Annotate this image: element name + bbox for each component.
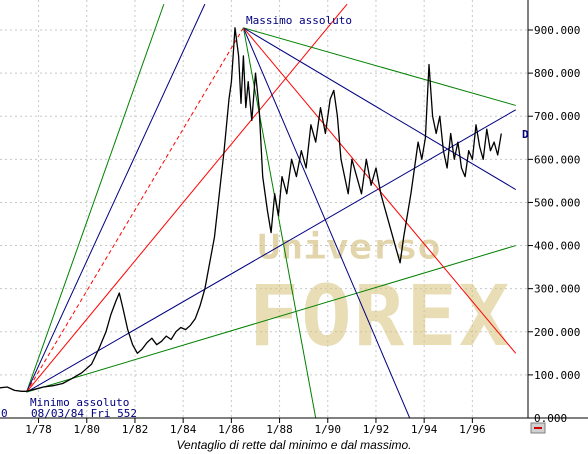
x-tick-label: 1/86	[218, 423, 245, 436]
price-series	[0, 27, 502, 392]
x-tick-label: 1/84	[170, 423, 197, 436]
minus-icon	[534, 427, 542, 429]
status-text: 08/03/84 Fri 552	[31, 407, 137, 420]
y-tick-label: 600.000	[534, 153, 580, 166]
price-chart: Universo FOREX 0.000 100.000 200.000 300.00…	[0, 0, 588, 436]
fan-line-from-max	[243, 27, 516, 190]
svg-text:FOREX: FOREX	[249, 267, 512, 365]
status-left: 0	[1, 407, 8, 420]
fan-line-from-max	[243, 27, 516, 106]
fan-line-from-max	[242, 27, 317, 418]
y-tick-label: 900.000	[534, 24, 580, 37]
fan-line-from-min	[26, 245, 516, 393]
fan-line-from-min	[26, 109, 516, 393]
fan-line-from-min	[26, 27, 244, 393]
x-tick-label: 1/80	[74, 423, 101, 436]
y-tick-label: 300.000	[534, 283, 580, 296]
y-tick-label: 0.000	[534, 412, 567, 425]
x-tick-label: 1/94	[411, 423, 438, 436]
fan-lines	[26, 3, 517, 418]
x-tick-label: 1/92	[363, 423, 390, 436]
y-axis-ticks: 0.000 100.000 200.000 300.000 400.000 500.000…	[528, 24, 580, 425]
right-edge-label: D	[522, 128, 529, 141]
fan-line-from-min	[26, 3, 165, 393]
fan-line-from-min	[26, 3, 206, 393]
chart-caption: Ventaglio di rette dal minimo e dal mass…	[176, 438, 412, 452]
watermark-logo: Universo FOREX	[249, 226, 512, 365]
x-tick-label: 1/78	[25, 423, 52, 436]
fan-line-from-min	[26, 3, 348, 393]
x-tick-label: 1/82	[122, 423, 149, 436]
y-tick-label: 200.000	[534, 326, 580, 339]
y-tick-label: 700.000	[534, 110, 580, 123]
min-label: Minimo assoluto	[30, 396, 129, 409]
fan-line-from-max	[242, 27, 411, 418]
y-tick-label: 100.000	[534, 369, 580, 382]
y-tick-label: 400.000	[534, 240, 580, 253]
x-tick-label: 1/88	[266, 423, 293, 436]
y-tick-label: 800.000	[534, 67, 580, 80]
chart-area: Universo FOREX 0.000 100.000 200.000 300.00…	[0, 0, 588, 436]
price-line	[0, 27, 502, 392]
x-tick-label: 1/96	[459, 423, 486, 436]
x-axis-ticks: 1/78 1/80 1/82 1/84 1/86 1/88 1/90 1/92 1/94 1/96	[25, 418, 486, 436]
svg-text:Universo: Universo	[258, 226, 441, 267]
y-tick-label: 500.000	[534, 196, 580, 209]
max-label: Massimo assoluto	[246, 14, 352, 27]
x-tick-label: 1/90	[315, 423, 342, 436]
